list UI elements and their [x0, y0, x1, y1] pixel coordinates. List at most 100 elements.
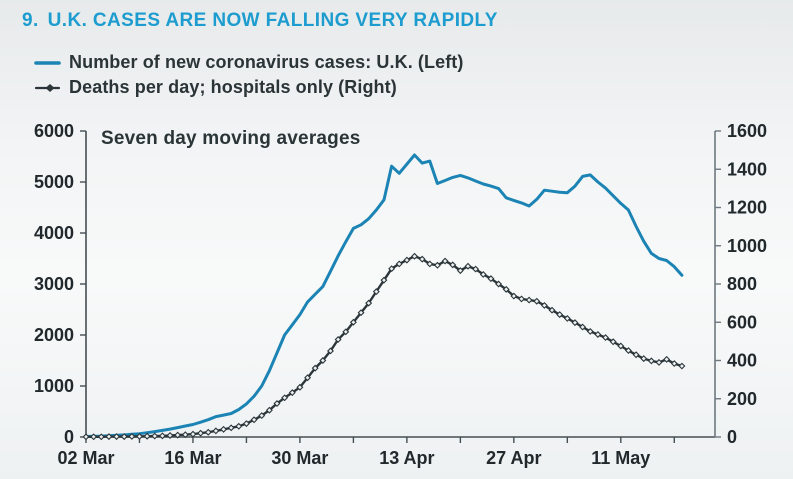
- y-left-tick-label: 1000: [34, 376, 74, 396]
- deaths-marker-diamond: [533, 297, 541, 305]
- deaths-marker-diamond: [250, 416, 258, 424]
- deaths-marker-diamond: [464, 262, 472, 270]
- deaths-marker-diamond: [624, 347, 632, 355]
- deaths-marker-diamond: [90, 433, 98, 441]
- deaths-line-icon: [34, 83, 61, 92]
- deaths-marker-diamond: [479, 270, 487, 278]
- x-tick-label: 11 May: [591, 448, 650, 468]
- y-right-tick-label: 1400: [727, 159, 767, 179]
- deaths-marker-diamond: [548, 306, 556, 314]
- deaths-marker-diamond: [166, 431, 174, 439]
- deaths-marker-diamond: [487, 275, 495, 283]
- deaths-marker-diamond: [586, 327, 594, 335]
- y-left-tick-label: 6000: [34, 121, 74, 141]
- deaths-marker-diamond: [663, 355, 671, 363]
- deaths-marker-diamond: [151, 432, 159, 440]
- x-tick-label: 16 Mar: [164, 448, 221, 468]
- deaths-marker-diamond: [128, 432, 136, 440]
- deaths-marker-diamond: [579, 323, 587, 331]
- deaths-marker-diamond: [632, 351, 640, 359]
- deaths-marker-diamond: [617, 342, 625, 350]
- deaths-marker-diamond: [472, 265, 480, 273]
- legend-label-cases: Number of new coronavirus cases: U.K. (L…: [69, 52, 464, 72]
- y-left-tick-label: 5000: [34, 172, 74, 192]
- deaths-marker-diamond: [640, 355, 648, 363]
- deaths-marker-diamond: [158, 432, 166, 440]
- y-left-tick-label: 2000: [34, 325, 74, 345]
- y-left-tick-label: 0: [64, 427, 74, 447]
- chart-annotation: Seven day moving averages: [101, 128, 361, 149]
- deaths-marker-diamond: [189, 430, 197, 438]
- deaths-marker-diamond: [525, 296, 533, 304]
- y-left-tick-label: 4000: [34, 223, 74, 243]
- deaths-marker-diamond: [449, 261, 457, 269]
- deaths-marker-diamond: [265, 406, 273, 414]
- title-number: 9.: [22, 10, 39, 31]
- deaths-marker-diamond: [220, 425, 227, 433]
- deaths-marker-diamond: [563, 314, 571, 322]
- deaths-marker-diamond: [540, 301, 548, 309]
- x-tick-label: 30 Mar: [271, 448, 328, 468]
- deaths-marker-diamond: [136, 432, 143, 440]
- deaths-marker-diamond: [403, 256, 411, 264]
- deaths-marker-diamond: [242, 420, 250, 428]
- deaths-marker-diamond: [113, 433, 121, 441]
- deaths-marker-diamond: [395, 260, 403, 268]
- deaths-marker-diamond: [678, 362, 686, 370]
- deaths-marker-diamond: [495, 280, 503, 288]
- y-right-tick-label: 200: [727, 389, 757, 409]
- legend-item-deaths: Deaths per day; hospitals only (Right): [34, 75, 463, 100]
- legend-item-cases: Number of new coronavirus cases: U.K. (L…: [34, 50, 463, 75]
- deaths-marker-diamond: [670, 360, 678, 368]
- deaths-marker-diamond: [334, 335, 342, 343]
- legend-label-deaths: Deaths per day; hospitals only (Right): [69, 77, 397, 97]
- y-right-tick-label: 1600: [727, 121, 767, 141]
- deaths-marker-diamond: [174, 431, 182, 439]
- y-right-tick-label: 400: [727, 351, 757, 371]
- deaths-marker-diamond: [372, 288, 380, 296]
- deaths-marker-diamond: [418, 255, 426, 263]
- deaths-marker-diamond: [456, 267, 464, 275]
- title-text: U.K. CASES ARE NOW FALLING VERY RAPIDLY: [47, 10, 498, 31]
- deaths-marker-diamond: [655, 358, 663, 366]
- deaths-marker-diamond: [204, 428, 212, 436]
- page-title: 9. U.K. CASES ARE NOW FALLING VERY RAPIDL…: [22, 10, 498, 32]
- y-left-tick-label: 3000: [34, 274, 74, 294]
- deaths-marker-diamond: [181, 431, 189, 439]
- deaths-marker-diamond: [212, 427, 220, 435]
- deaths-marker-diamond: [296, 383, 304, 391]
- deaths-marker-diamond: [319, 357, 327, 364]
- x-tick-label: 27 Apr: [486, 448, 541, 468]
- deaths-marker-diamond: [97, 433, 105, 441]
- deaths-marker-diamond: [365, 299, 373, 307]
- deaths-marker-diamond: [380, 276, 388, 284]
- deaths-marker-diamond: [120, 433, 128, 441]
- deaths-marker-diamond: [227, 424, 235, 432]
- deaths-marker-diamond: [258, 412, 266, 420]
- x-tick-label: 02 Mar: [57, 448, 114, 468]
- y-right-tick-label: 0: [727, 427, 737, 447]
- series-cases-line: [84, 153, 684, 438]
- y-right-tick-label: 800: [727, 274, 757, 294]
- deaths-marker-diamond: [602, 334, 609, 342]
- deaths-marker-diamond: [426, 260, 434, 268]
- deaths-marker-diamond: [304, 374, 312, 382]
- deaths-marker-diamond: [342, 328, 350, 336]
- deaths-marker-diamond: [281, 394, 289, 402]
- deaths-marker-diamond: [556, 311, 564, 319]
- deaths-marker-diamond: [311, 364, 319, 372]
- deaths-marker-diamond: [510, 292, 518, 300]
- deaths-marker-diamond: [105, 433, 113, 441]
- deaths-marker-diamond: [197, 429, 205, 437]
- y-right-tick-label: 1200: [727, 198, 767, 218]
- deaths-marker-diamond: [235, 422, 243, 430]
- deaths-marker-diamond: [441, 257, 449, 265]
- deaths-marker-diamond: [411, 252, 418, 260]
- deaths-marker-diamond: [518, 295, 525, 303]
- deaths-marker-diamond: [594, 331, 602, 338]
- deaths-marker-diamond: [502, 285, 510, 293]
- x-tick-label: 13 Apr: [379, 448, 434, 468]
- cases-line-icon: [34, 60, 61, 65]
